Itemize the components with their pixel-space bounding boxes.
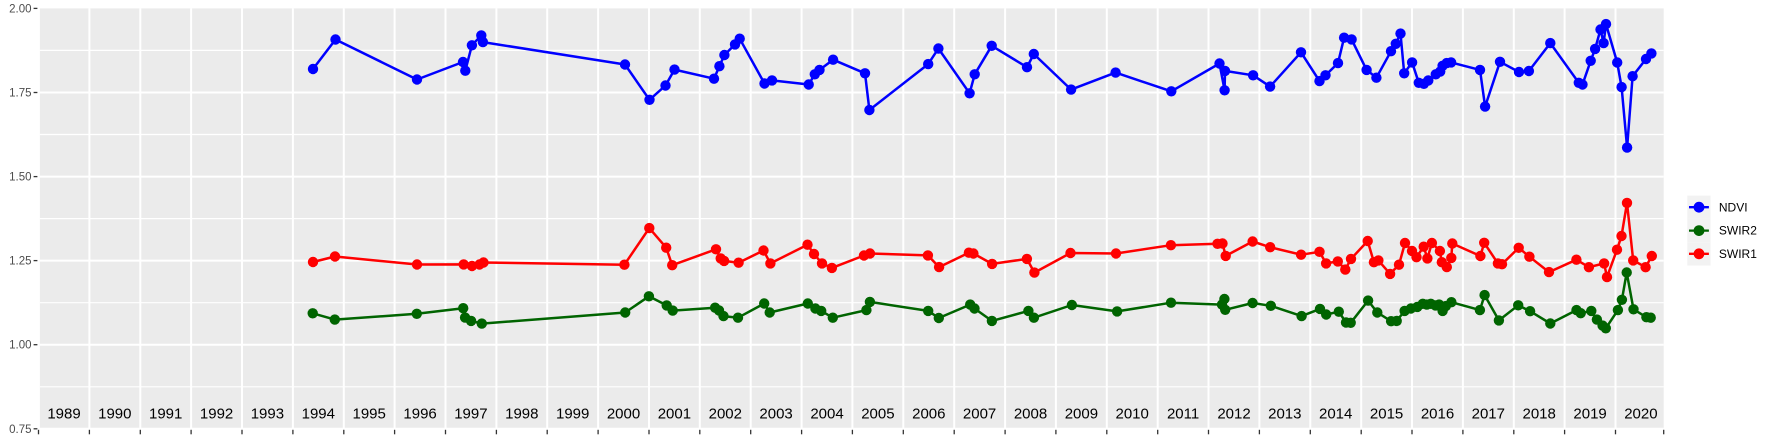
svg-text:1997: 1997 (454, 406, 487, 423)
svg-text:2001: 2001 (658, 406, 691, 423)
svg-text:1991: 1991 (149, 406, 182, 423)
svg-text:2013: 2013 (1268, 406, 1301, 423)
svg-text:2.00: 2.00 (9, 3, 31, 15)
svg-text:2020: 2020 (1624, 406, 1657, 423)
svg-text:2015: 2015 (1370, 406, 1403, 423)
svg-text:2009: 2009 (1065, 406, 1098, 423)
svg-text:2003: 2003 (759, 406, 792, 423)
svg-text:2011: 2011 (1167, 406, 1199, 423)
svg-text:1993: 1993 (251, 406, 284, 423)
svg-text:2008: 2008 (1014, 406, 1047, 423)
svg-text:SWIR1: SWIR1 (1719, 247, 1757, 261)
svg-text:1.50: 1.50 (9, 172, 31, 184)
svg-text:0.75: 0.75 (9, 424, 31, 436)
svg-text:2014: 2014 (1319, 406, 1352, 423)
svg-text:NDVI: NDVI (1719, 200, 1748, 214)
svg-text:1995: 1995 (353, 406, 386, 423)
svg-text:1996: 1996 (403, 406, 436, 423)
svg-text:2000: 2000 (607, 406, 640, 423)
svg-text:2017: 2017 (1472, 406, 1505, 423)
svg-text:2006: 2006 (912, 406, 945, 423)
svg-text:1.25: 1.25 (9, 256, 31, 268)
svg-text:2016: 2016 (1421, 406, 1454, 423)
svg-text:2019: 2019 (1573, 406, 1606, 423)
svg-text:2002: 2002 (709, 406, 742, 423)
svg-text:1992: 1992 (200, 406, 233, 423)
svg-text:2010: 2010 (1116, 406, 1149, 423)
svg-text:1999: 1999 (556, 406, 589, 423)
svg-text:1.00: 1.00 (9, 340, 31, 352)
svg-text:2004: 2004 (810, 406, 843, 423)
svg-text:1998: 1998 (505, 406, 538, 423)
svg-text:1.75: 1.75 (9, 88, 31, 100)
svg-text:2012: 2012 (1217, 406, 1250, 423)
svg-text:2007: 2007 (963, 406, 996, 423)
svg-text:2018: 2018 (1523, 406, 1556, 423)
svg-text:1990: 1990 (98, 406, 131, 423)
svg-text:SWIR2: SWIR2 (1719, 224, 1757, 238)
svg-text:1989: 1989 (47, 406, 80, 423)
svg-text:2005: 2005 (861, 406, 894, 423)
svg-text:1994: 1994 (302, 406, 335, 423)
